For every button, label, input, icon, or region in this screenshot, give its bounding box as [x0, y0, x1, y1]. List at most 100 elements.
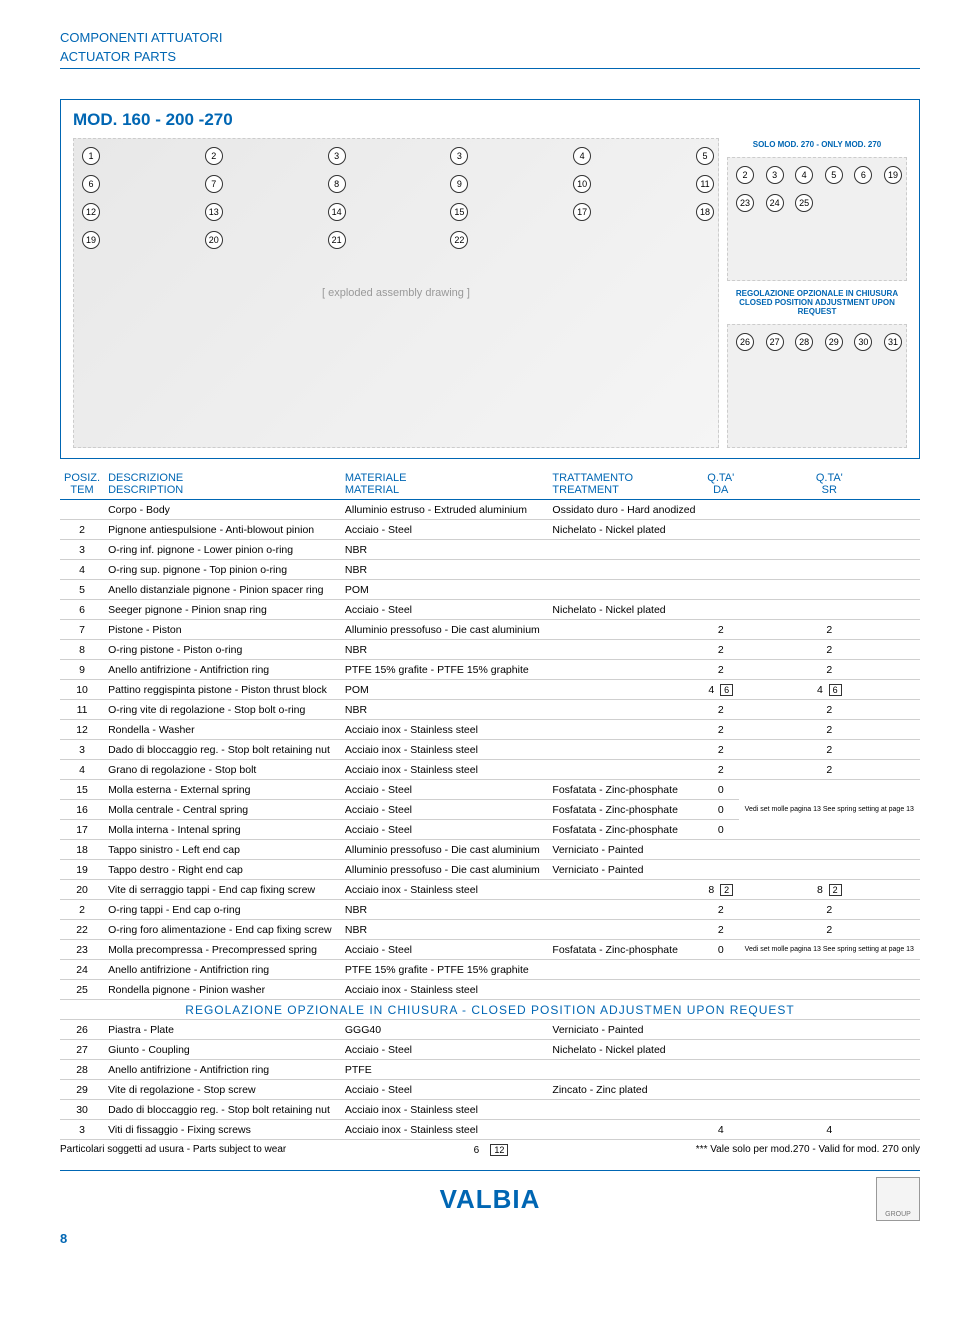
- callout-number: 1: [82, 147, 100, 165]
- cell-pos: 2: [60, 520, 104, 540]
- table-row: 11O-ring vite di regolazione - Stop bolt…: [60, 700, 920, 720]
- cell-qta-da: 0: [703, 940, 739, 960]
- cell-pos: 22: [60, 920, 104, 940]
- cell-treatment: [548, 740, 702, 760]
- callout-number: 21: [328, 231, 346, 249]
- cell-description: Tappo destro - Right end cap: [104, 860, 341, 880]
- cell-description: O-ring pistone - Piston o-ring: [104, 640, 341, 660]
- cell-pos: 7: [60, 620, 104, 640]
- cell-treatment: Fosfatata - Zinc-phosphate: [548, 940, 702, 960]
- callout-number: 28: [795, 333, 813, 351]
- cell-qta-da: 0: [703, 780, 739, 800]
- callout-number: 11: [696, 175, 714, 193]
- cell-qta-da: [703, 540, 739, 560]
- center-nums: 6 12: [474, 1144, 509, 1156]
- cell-pos: 2: [60, 900, 104, 920]
- footer-bar: VALBIA GROUP: [60, 1170, 920, 1221]
- cell-pos: 6: [60, 600, 104, 620]
- callout-number: 4: [795, 166, 813, 184]
- cell-qta-sr: [739, 840, 920, 860]
- cell-qta-da: 2: [703, 620, 739, 640]
- callout-number: 13: [205, 203, 223, 221]
- cell-description: Seeger pignone - Pinion snap ring: [104, 600, 341, 620]
- cell-treatment: [548, 560, 702, 580]
- cell-pos: 3: [60, 540, 104, 560]
- cell-pos: 20: [60, 880, 104, 900]
- cell-qta-da: [703, 960, 739, 980]
- cell-material: Acciaio - Steel: [341, 780, 549, 800]
- cell-material: Acciaio - Steel: [341, 600, 549, 620]
- cell-material: Acciaio - Steel: [341, 520, 549, 540]
- table-row: 12Rondella - WasherAcciaio inox - Stainl…: [60, 720, 920, 740]
- page-number: 8: [60, 1231, 920, 1246]
- cell-qta-da: [703, 840, 739, 860]
- cell-qta-da: 2: [703, 660, 739, 680]
- cell-treatment: [548, 540, 702, 560]
- callout-number: 20: [205, 231, 223, 249]
- cell-treatment: [548, 960, 702, 980]
- cell-material: POM: [341, 680, 549, 700]
- cell-qta-sr: 2: [739, 740, 920, 760]
- cell-qta-sr: 8 2: [739, 880, 920, 900]
- cell-qta-da: [703, 1040, 739, 1060]
- col-treatment: TRATTAMENTOTREATMENT: [548, 469, 702, 500]
- callout-number: 2: [205, 147, 223, 165]
- cell-treatment: [548, 1120, 702, 1140]
- cell-treatment: [548, 720, 702, 740]
- cell-qta-da: 2: [703, 640, 739, 660]
- cell-qta-sr: [739, 580, 920, 600]
- table-row: Corpo - BodyAlluminio estruso - Extruded…: [60, 500, 920, 520]
- cell-material: POM: [341, 580, 549, 600]
- table-row: 18Tappo sinistro - Left end capAlluminio…: [60, 840, 920, 860]
- header-line1: COMPONENTI ATTUATORI: [60, 30, 920, 45]
- cell-material: NBR: [341, 700, 549, 720]
- cell-material: Acciaio - Steel: [341, 800, 549, 820]
- callout-number: 2: [736, 166, 754, 184]
- cell-qta-da: [703, 980, 739, 1000]
- cell-description: O-ring vite di regolazione - Stop bolt o…: [104, 700, 341, 720]
- cell-qta-sr: [739, 1060, 920, 1080]
- cell-qta-sr: [739, 560, 920, 580]
- cell-qta-da: 2: [703, 760, 739, 780]
- cell-material: Acciaio inox - Stainless steel: [341, 980, 549, 1000]
- cell-qta-sr: 2: [739, 920, 920, 940]
- cell-treatment: Zincato - Zinc plated: [548, 1080, 702, 1100]
- cell-treatment: [548, 680, 702, 700]
- cell-qta-da: [703, 1080, 739, 1100]
- table-row: 22O-ring foro alimentazione - End cap fi…: [60, 920, 920, 940]
- table-row: 15Molla esterna - External springAcciaio…: [60, 780, 920, 800]
- cell-qta-da: 2: [703, 720, 739, 740]
- cell-qta-sr: [739, 1020, 920, 1040]
- table-row: 7Pistone - PistonAlluminio pressofuso - …: [60, 620, 920, 640]
- table-row: 30Dado di bloccaggio reg. - Stop bolt re…: [60, 1100, 920, 1120]
- callout-number: 27: [766, 333, 784, 351]
- cell-treatment: [548, 620, 702, 640]
- table-row: 27Giunto - CouplingAcciaio - SteelNichel…: [60, 1040, 920, 1060]
- cell-description: Molla centrale - Central spring: [104, 800, 341, 820]
- cell-pos: 23: [60, 940, 104, 960]
- callout-number: 26: [736, 333, 754, 351]
- cell-material: Acciaio - Steel: [341, 820, 549, 840]
- valid-note: *** Vale solo per mod.270 - Valid for mo…: [696, 1144, 920, 1156]
- cell-qta-sr: [739, 520, 920, 540]
- cell-treatment: Nichelato - Nickel plated: [548, 600, 702, 620]
- cell-qta-da: 4 6: [703, 680, 739, 700]
- group-badge: GROUP: [876, 1177, 920, 1221]
- callout-number: 3: [766, 166, 784, 184]
- cell-qta-sr: [739, 540, 920, 560]
- cell-description: Anello antifrizione - Antifriction ring: [104, 660, 341, 680]
- cell-qta-sr: 2: [739, 620, 920, 640]
- table-row: 19Tappo destro - Right end capAlluminio …: [60, 860, 920, 880]
- cell-qta-sr: [739, 1040, 920, 1060]
- callout-number: 19: [884, 166, 902, 184]
- cell-description: Anello antifrizione - Antifriction ring: [104, 1060, 341, 1080]
- cell-treatment: Verniciato - Painted: [548, 1020, 702, 1040]
- table-row: 3O-ring inf. pignone - Lower pinion o-ri…: [60, 540, 920, 560]
- cell-qta-da: [703, 560, 739, 580]
- col-description: DESCRIZIONEDESCRIPTION: [104, 469, 341, 500]
- cell-qta-sr: 2: [739, 640, 920, 660]
- cell-qta-da: [703, 580, 739, 600]
- cell-material: NBR: [341, 920, 549, 940]
- cell-qta-da: [703, 1060, 739, 1080]
- cell-description: Pattino reggispinta pistone - Piston thr…: [104, 680, 341, 700]
